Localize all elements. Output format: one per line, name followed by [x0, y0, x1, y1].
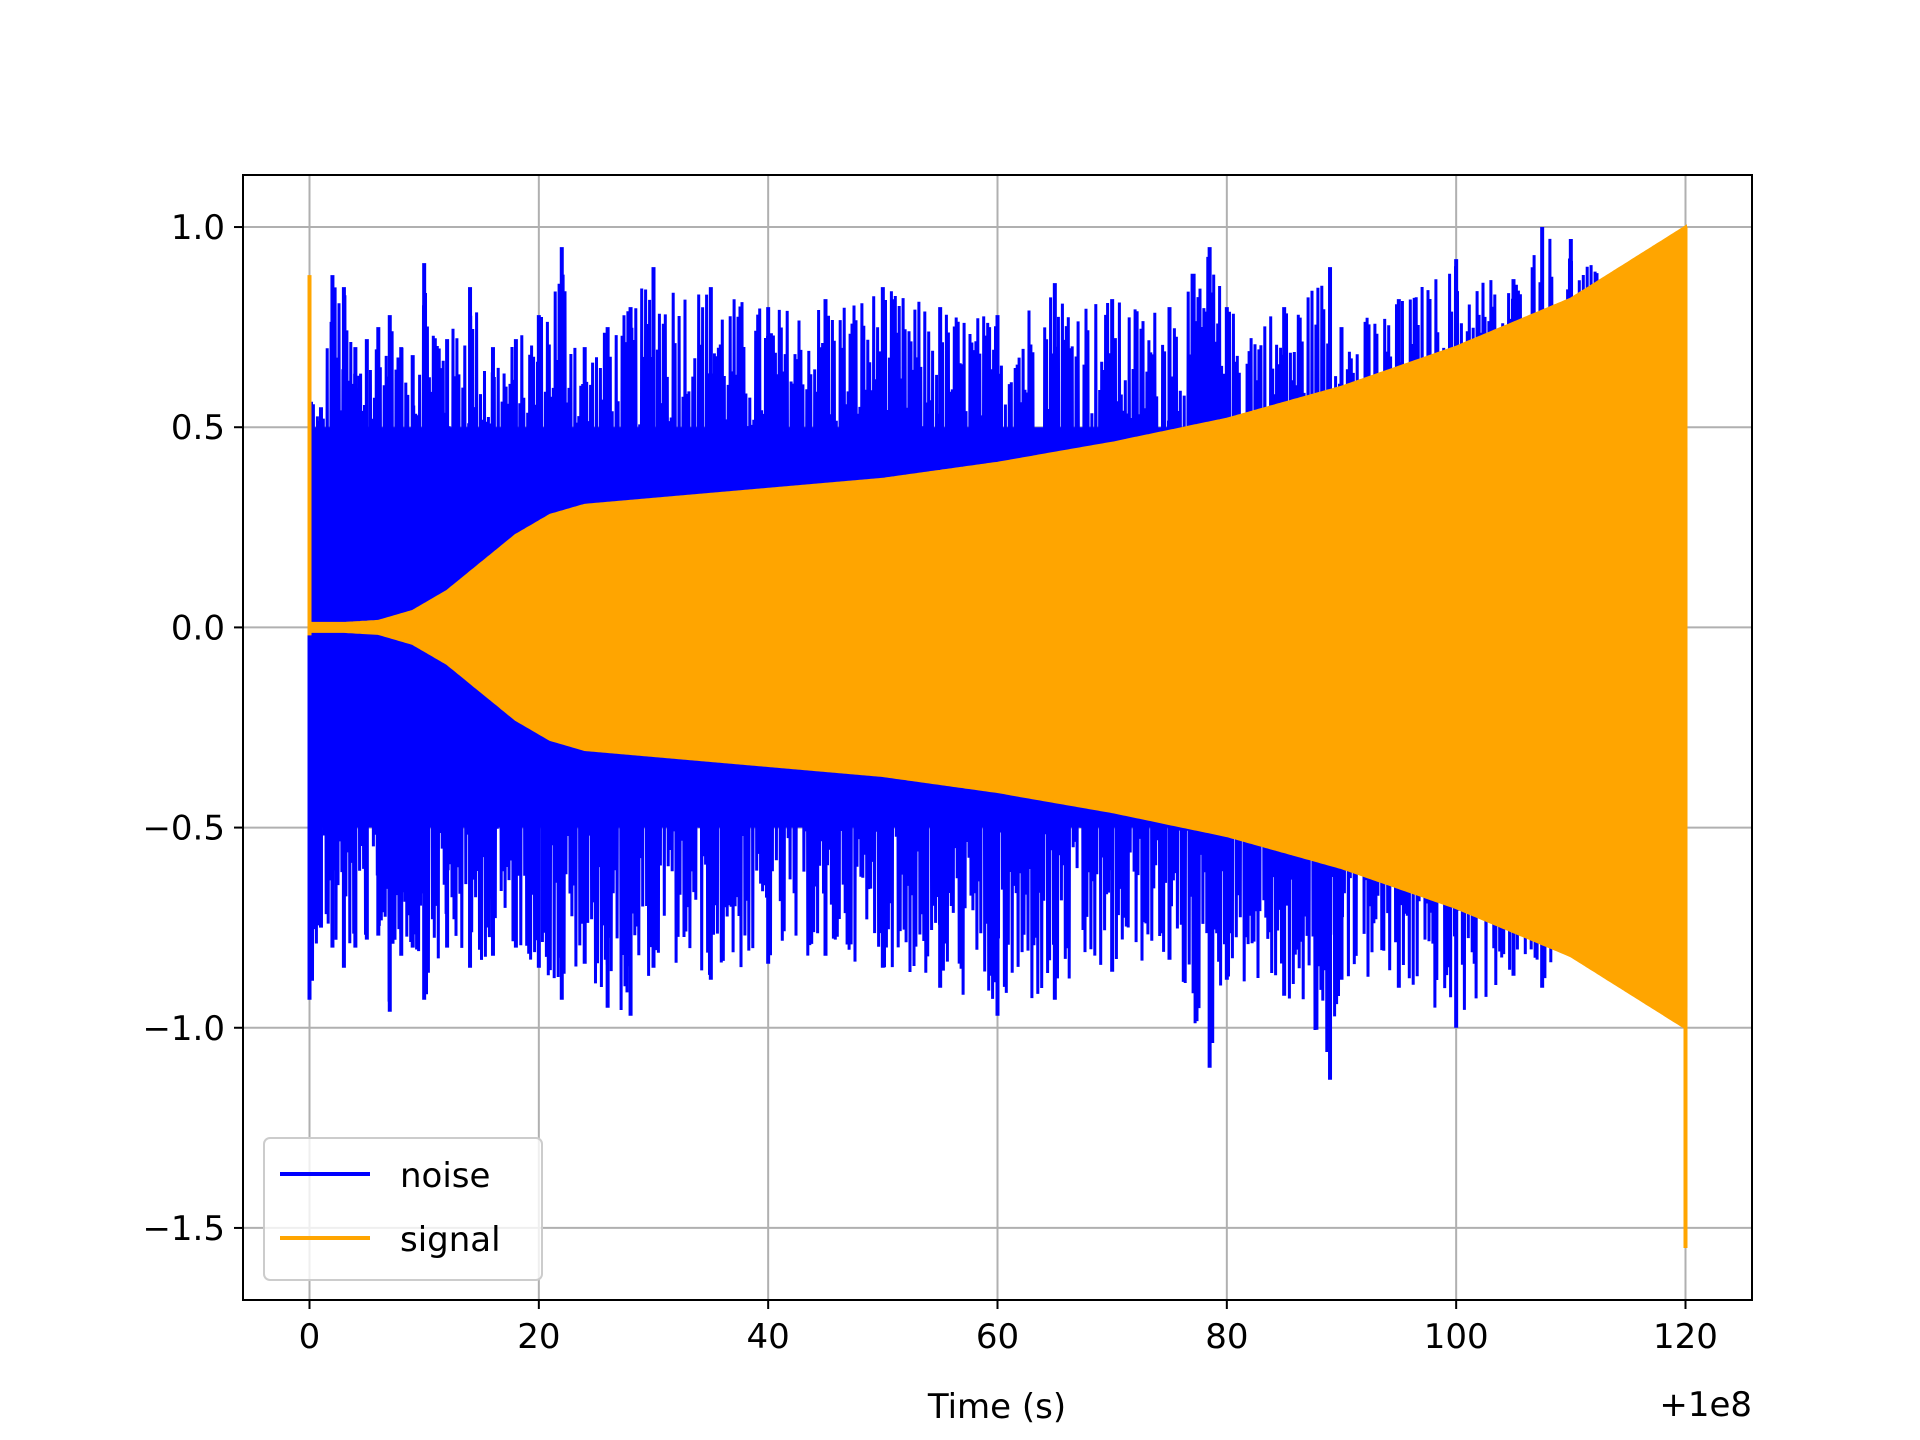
x-axis-label: Time (s): [927, 1387, 1066, 1427]
axis-ticks: 0 20 40 60 80 100 120 −1.5 −1.0 −0.5 0.0 0.5 1.0: [142, 208, 1718, 1357]
y-tick-label: −1.5: [142, 1209, 225, 1249]
y-tick-label: 0.0: [171, 608, 225, 648]
y-tick-label: 0.5: [171, 408, 225, 448]
x-tick-label: 0: [299, 1317, 321, 1357]
x-tick-label: 40: [747, 1317, 790, 1357]
series-layer: [307, 224, 1688, 1248]
legend: noise signal: [263, 1137, 543, 1281]
x-tick-label: 20: [517, 1317, 560, 1357]
series-signal: [307, 224, 1688, 1248]
y-tick-label: −0.5: [142, 809, 225, 849]
x-tick-label: 100: [1424, 1317, 1489, 1357]
x-tick-label: 120: [1653, 1317, 1718, 1357]
legend-label-signal: signal: [400, 1220, 501, 1260]
x-tick-label: 60: [976, 1317, 1019, 1357]
x-axis-offset-label: +1e8: [1659, 1385, 1752, 1425]
x-tick-label: 80: [1205, 1317, 1248, 1357]
y-tick-label: −1.0: [142, 1009, 225, 1049]
legend-label-noise: noise: [400, 1156, 490, 1196]
y-tick-label: 1.0: [171, 208, 225, 248]
